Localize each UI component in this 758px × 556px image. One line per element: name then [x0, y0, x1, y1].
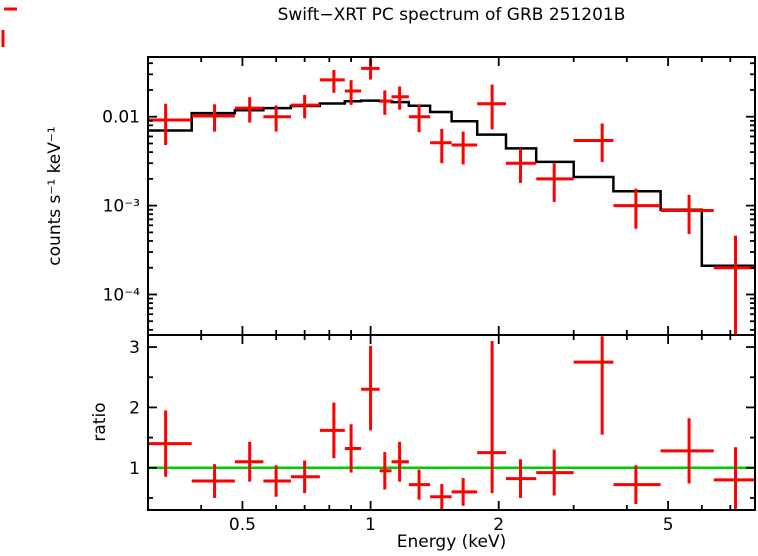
y-tick-label: 1: [129, 459, 140, 479]
x-tick-label: 2: [493, 515, 504, 535]
panel-spectrum: [148, 58, 755, 335]
y-tick-label: 10⁻³: [103, 197, 140, 217]
y-tick-label: 10⁻⁴: [103, 285, 141, 305]
y-tick-label: 0.01: [102, 108, 140, 128]
x-tick-label: 5: [663, 515, 674, 535]
x-tick-label: 1: [365, 515, 376, 535]
model-line: [148, 99, 755, 268]
chart-title: Swift−XRT PC spectrum of GRB 251201B: [277, 5, 626, 25]
y-tick-label: 2: [129, 398, 140, 418]
energy-axis-label: Energy (keV): [396, 532, 507, 552]
panel-frame: [147, 334, 756, 511]
panel-ratio: [148, 336, 755, 510]
x-tick-label: 0.5: [229, 515, 256, 535]
y-tick-label: 3: [129, 338, 140, 358]
panel-frame: [147, 56, 756, 336]
